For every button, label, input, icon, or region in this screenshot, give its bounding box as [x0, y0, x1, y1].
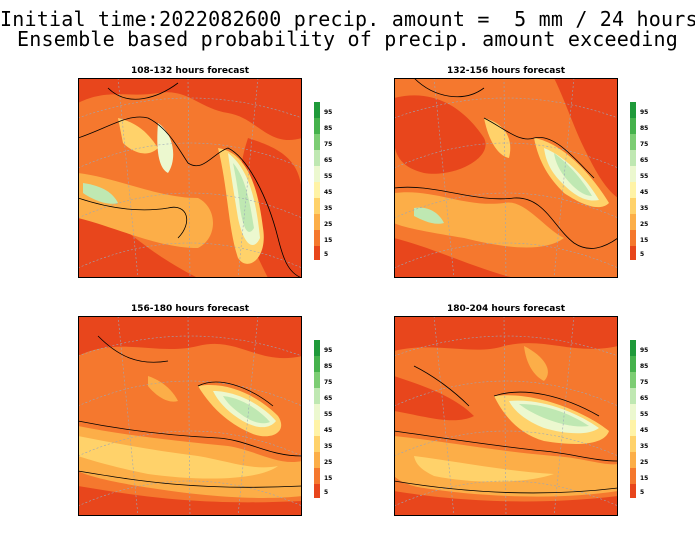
colorbar-swatch-95 — [314, 340, 320, 356]
colorbar-label: 5 — [640, 251, 645, 258]
panel-title: 180-204 hours forecast — [446, 304, 566, 314]
colorbar-swatch-95 — [630, 340, 636, 356]
colorbar-swatch-5 — [630, 484, 636, 498]
colorbar-label: 5 — [324, 251, 329, 258]
colorbar-swatch-25 — [314, 452, 320, 468]
colorbar-label: 25 — [324, 459, 333, 466]
colorbar-swatch-35 — [314, 436, 320, 452]
colorbar-label: 35 — [324, 443, 333, 450]
colorbar-swatch-55 — [314, 166, 320, 182]
colorbar-label: 65 — [640, 395, 649, 402]
colorbar-swatch-25 — [630, 214, 636, 230]
colorbar-swatch-15 — [630, 230, 636, 246]
colorbar-swatch-65 — [314, 150, 320, 166]
probability-map — [78, 316, 302, 516]
colorbar-label: 15 — [324, 237, 333, 244]
colorbar-label: 55 — [324, 411, 333, 418]
colorbar-label: 25 — [640, 459, 649, 466]
colorbar-label: 45 — [640, 427, 649, 434]
colorbar-swatch-85 — [630, 356, 636, 372]
colorbar-swatch-5 — [630, 246, 636, 260]
colorbar-label: 85 — [640, 125, 649, 132]
panel-title: 156-180 hours forecast — [130, 304, 250, 314]
colorbar-label: 85 — [324, 125, 333, 132]
colorbar-swatch-45 — [630, 420, 636, 436]
colorbar-swatch-45 — [314, 182, 320, 198]
colorbar-label: 65 — [640, 157, 649, 164]
colorbar-swatch-45 — [314, 420, 320, 436]
colorbar-swatch-85 — [314, 356, 320, 372]
colorbar-label: 45 — [324, 189, 333, 196]
colorbar: 95 85 75 65 55 45 35 25 15 5 — [630, 340, 660, 498]
probability-map — [78, 78, 302, 278]
colorbar-label: 15 — [324, 475, 333, 482]
colorbar-swatch-15 — [630, 468, 636, 484]
colorbar-label: 55 — [640, 411, 649, 418]
colorbar-label: 85 — [640, 363, 649, 370]
colorbar-label: 45 — [324, 427, 333, 434]
probability-map — [394, 78, 618, 278]
colorbar-swatch-35 — [630, 198, 636, 214]
colorbar-label: 95 — [640, 347, 649, 354]
colorbar-label: 75 — [640, 141, 649, 148]
colorbar-swatch-15 — [314, 468, 320, 484]
colorbar-swatch-35 — [630, 436, 636, 452]
probability-map — [394, 316, 618, 516]
main-title-line-2: Ensemble based probability of precip. am… — [16, 27, 678, 51]
colorbar-swatch-85 — [314, 118, 320, 134]
colorbar: 95 85 75 65 55 45 35 25 15 5 — [314, 102, 344, 260]
colorbar-swatch-35 — [314, 198, 320, 214]
colorbar-swatch-75 — [630, 372, 636, 388]
colorbar-label: 15 — [640, 237, 649, 244]
colorbar-label: 35 — [640, 443, 649, 450]
colorbar-swatch-65 — [314, 388, 320, 404]
colorbar-swatch-95 — [630, 102, 636, 118]
colorbar-swatch-75 — [314, 372, 320, 388]
colorbar-label: 5 — [324, 489, 329, 496]
colorbar-swatch-25 — [630, 452, 636, 468]
colorbar-swatch-55 — [314, 404, 320, 420]
colorbar-swatch-95 — [314, 102, 320, 118]
colorbar-swatch-55 — [630, 404, 636, 420]
colorbar-swatch-75 — [630, 134, 636, 150]
colorbar-swatch-15 — [314, 230, 320, 246]
colorbar-label: 75 — [324, 141, 333, 148]
colorbar-swatch-5 — [314, 246, 320, 260]
colorbar-swatch-75 — [314, 134, 320, 150]
colorbar-label: 85 — [324, 363, 333, 370]
colorbar-label: 25 — [640, 221, 649, 228]
colorbar-swatch-55 — [630, 166, 636, 182]
colorbar-swatch-65 — [630, 150, 636, 166]
colorbar-label: 95 — [640, 109, 649, 116]
colorbar-label: 95 — [324, 347, 333, 354]
colorbar-label: 45 — [640, 189, 649, 196]
colorbar-label: 65 — [324, 395, 333, 402]
colorbar-label: 65 — [324, 157, 333, 164]
colorbar-swatch-65 — [630, 388, 636, 404]
colorbar-label: 5 — [640, 489, 645, 496]
colorbar: 95 85 75 65 55 45 35 25 15 5 — [630, 102, 660, 260]
colorbar-label: 55 — [324, 173, 333, 180]
colorbar-swatch-5 — [314, 484, 320, 498]
panel-title: 132-156 hours forecast — [446, 66, 566, 76]
colorbar-label: 75 — [324, 379, 333, 386]
panel-title: 108-132 hours forecast — [130, 66, 250, 76]
colorbar-swatch-85 — [630, 118, 636, 134]
colorbar: 95 85 75 65 55 45 35 25 15 5 — [314, 340, 344, 498]
colorbar-label: 15 — [640, 475, 649, 482]
colorbar-label: 95 — [324, 109, 333, 116]
colorbar-label: 25 — [324, 221, 333, 228]
colorbar-swatch-45 — [630, 182, 636, 198]
colorbar-label: 35 — [640, 205, 649, 212]
colorbar-label: 55 — [640, 173, 649, 180]
colorbar-swatch-25 — [314, 214, 320, 230]
colorbar-label: 75 — [640, 379, 649, 386]
colorbar-label: 35 — [324, 205, 333, 212]
main-title-line-1: Initial time:2022082600 precip. amount =… — [0, 7, 695, 31]
